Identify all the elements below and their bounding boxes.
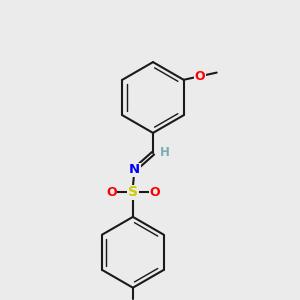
Text: H: H (160, 146, 169, 159)
Text: O: O (149, 186, 160, 199)
Text: O: O (195, 70, 206, 83)
Text: N: N (129, 163, 140, 176)
Text: S: S (128, 185, 138, 199)
Text: O: O (106, 186, 117, 199)
